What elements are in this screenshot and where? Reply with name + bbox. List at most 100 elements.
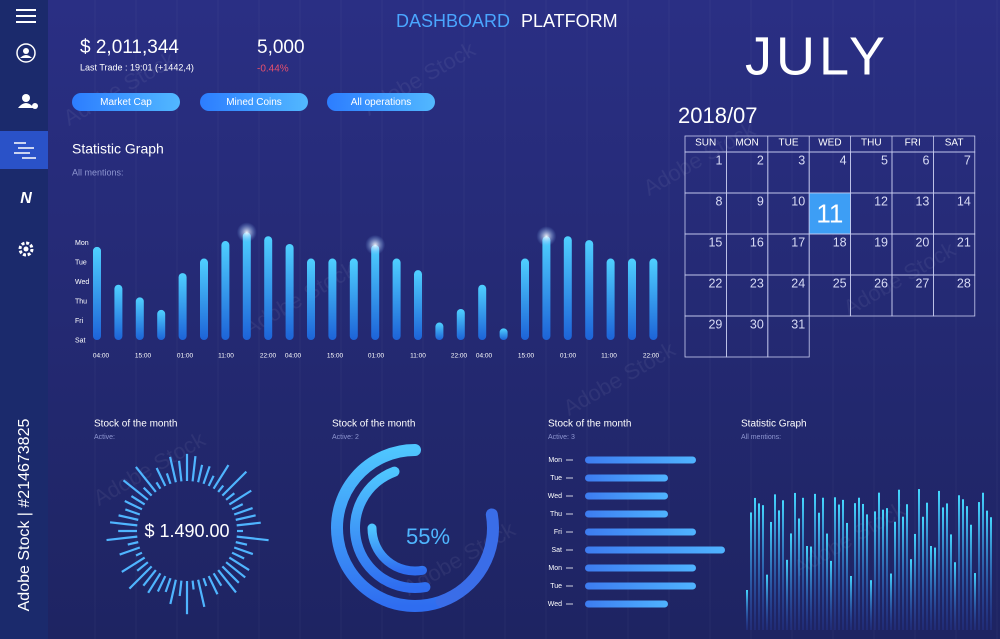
logo[interactable]: N [20, 190, 32, 207]
graph-title: Statistic Graph [72, 141, 164, 157]
calendar-cell[interactable] [767, 315, 810, 358]
hbar [585, 456, 696, 464]
decor-bar [950, 534, 952, 630]
radial-tick [236, 535, 269, 542]
bar [285, 243, 294, 340]
bar [242, 232, 251, 340]
time-label: 04:00 [476, 353, 493, 360]
bar-glow [365, 234, 386, 255]
bar [499, 328, 508, 340]
user-icon[interactable] [16, 43, 36, 63]
decor-bar [894, 521, 896, 630]
radial-tick [142, 569, 157, 587]
last-trade: Last Trade : 19:01 (+1442,4) [80, 62, 194, 72]
calendar-cell[interactable] [933, 274, 976, 317]
bar [563, 236, 572, 340]
bar-label: Thu [550, 511, 562, 518]
radial-tick [136, 561, 149, 572]
radial-tick [155, 467, 167, 487]
bar-label: Tue [550, 583, 562, 590]
panel-percent: 55% [406, 524, 450, 549]
settings-icon[interactable] [18, 241, 34, 257]
decor-bar [890, 573, 892, 630]
day: 24 [791, 276, 805, 290]
calendar-period: 2018/07 [678, 103, 758, 128]
bar [628, 258, 636, 340]
decor-bar [986, 510, 988, 630]
decor-bar [830, 560, 832, 630]
time-label: 11:00 [218, 353, 234, 360]
decor-bar [854, 503, 856, 630]
radial-tick [221, 565, 240, 584]
selected-day: 11 [816, 198, 843, 228]
decor-bar [942, 507, 944, 630]
radial-tick [128, 565, 153, 590]
decor-arc [367, 523, 427, 576]
day-label: Sat [75, 337, 86, 344]
radial-tick [169, 456, 177, 483]
decor-bar [882, 509, 884, 630]
decor-bar [990, 517, 992, 630]
radial-tick [155, 481, 162, 490]
radial-tick [225, 492, 236, 501]
button-label[interactable]: Market Cap [100, 97, 152, 108]
day: 9 [757, 194, 764, 208]
bar [585, 240, 594, 340]
title-accent: PLATFORM [521, 11, 618, 31]
radial-tick [212, 464, 230, 490]
radial-tick [207, 575, 219, 595]
decor-bar [806, 545, 808, 630]
bar-glow [536, 226, 557, 247]
panel-subtitle: Active: 3 [548, 434, 575, 441]
panel-value: $ 1.490.00 [144, 521, 229, 541]
bar-label: Fri [554, 529, 563, 536]
day: 17 [791, 235, 805, 249]
users-icon[interactable] [18, 94, 38, 109]
radial-tick [147, 572, 162, 594]
decor-bar [966, 506, 968, 630]
decor-bar [874, 511, 876, 630]
decor-bar [814, 493, 816, 630]
menu-icon[interactable] [16, 9, 36, 23]
day: 14 [957, 194, 971, 208]
day: 7 [964, 153, 971, 167]
decor-bar [850, 575, 852, 630]
active-nav[interactable] [0, 131, 48, 169]
panel-subtitle: Active: 2 [332, 434, 359, 441]
graph-subtitle: All mentions: [72, 167, 124, 177]
decor-bar [862, 503, 864, 630]
bar [307, 258, 315, 340]
radial-tick [135, 466, 157, 493]
bar-glow [236, 222, 257, 243]
radial-tick [217, 569, 237, 594]
decor-bar [914, 533, 916, 630]
button-label[interactable]: All operations [351, 97, 412, 108]
decor-bar [974, 573, 976, 630]
decor-bar [766, 574, 768, 630]
radial-tick [122, 479, 149, 501]
day-label: Mon [75, 240, 89, 247]
decor-bar [866, 514, 868, 630]
decor-bar [922, 516, 924, 630]
day: 23 [750, 276, 764, 290]
day: 22 [708, 276, 722, 290]
chart-icon [14, 142, 36, 159]
decor-bar [930, 545, 932, 630]
decor-bar [926, 502, 928, 630]
radial-tick [228, 556, 250, 571]
decor-bar [798, 518, 800, 630]
day: 8 [715, 194, 722, 208]
donut-arc [331, 444, 446, 612]
day: 20 [915, 235, 929, 249]
button[interactable] [72, 93, 180, 111]
decor-bar [918, 489, 920, 630]
radial-tick [217, 484, 225, 493]
decor-arc [350, 466, 431, 593]
radial-tick [156, 575, 167, 592]
button-label[interactable]: Mined Coins [226, 97, 282, 108]
button[interactable] [327, 93, 435, 111]
radial-tick [121, 556, 146, 573]
button[interactable] [200, 93, 308, 111]
hbar [585, 474, 668, 482]
hbar [585, 492, 668, 500]
